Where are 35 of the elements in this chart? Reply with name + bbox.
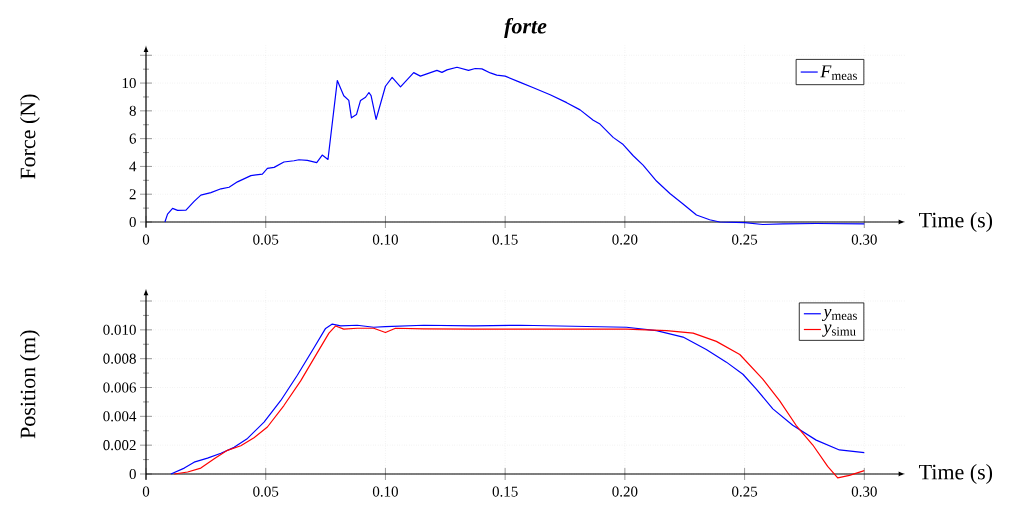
y-axis-title: Position (m) (19, 330, 40, 439)
x-tick-label: 0.20 (612, 234, 638, 245)
y-tick-label: 0 (129, 216, 136, 228)
x-tick-label: 0 (142, 486, 150, 497)
legend-label: y$_{meas}$ (821, 308, 857, 322)
x-tick-label: 0.05 (253, 486, 279, 497)
y-tick-label: 0.010 (103, 324, 136, 335)
x-tick-label: 0.30 (851, 486, 877, 497)
y-tick-label: 10 (122, 78, 136, 89)
y-tick-label: 8 (129, 105, 136, 116)
x-tick-label: 0.15 (492, 486, 518, 497)
y-tick-label: 4 (129, 161, 137, 172)
y-tick-label: 0.008 (103, 353, 136, 364)
x-tick-label: 0.10 (372, 486, 398, 497)
y-tick-label: 6 (129, 133, 137, 144)
x-tick-label: 0.05 (253, 234, 279, 245)
y-axis-title: Force (N) (19, 94, 40, 179)
y-tick-label: 0 (129, 468, 136, 480)
x-axis-title: Time (s) (919, 212, 993, 232)
line-series (164, 66, 865, 226)
x-tick-label: 0.25 (732, 234, 758, 245)
x-tick-label: 0.30 (851, 234, 877, 245)
y-tick-label: 0.004 (103, 411, 137, 422)
x-tick-label: 0.20 (612, 486, 638, 497)
x-axis-title: Time (s) (919, 464, 993, 484)
y-tick-label: 2 (129, 189, 136, 200)
x-tick-label: 0.25 (732, 486, 758, 497)
x-tick-label: 0 (142, 234, 150, 245)
chart-title: forte (504, 17, 547, 39)
x-tick-label: 0.10 (372, 234, 398, 245)
legend-label: F$_{meas}$ (820, 65, 857, 80)
legend-label: y$_{simu}$ (821, 324, 856, 337)
y-tick-label: 0.002 (103, 440, 136, 451)
x-tick-label: 0.15 (492, 234, 518, 245)
y-tick-label: 0.006 (103, 382, 137, 393)
